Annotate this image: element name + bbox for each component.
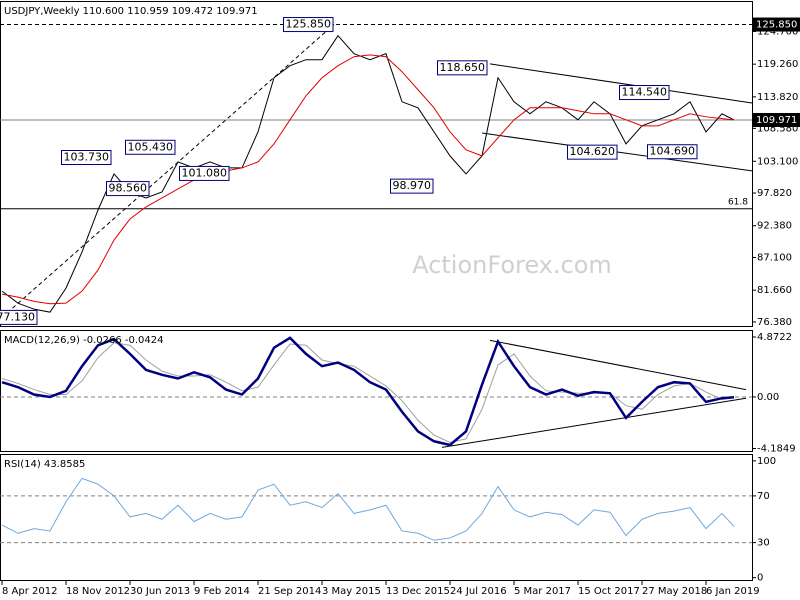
series-line (1, 336, 735, 447)
annotation-label: 114.540 (622, 86, 668, 99)
y-tick-label: 119.260 (757, 59, 798, 70)
panel-frame (0, 1, 753, 327)
y-tick-label: 70 (757, 491, 770, 502)
price-marker-label: 125.850 (756, 20, 797, 31)
panel-title: RSI(14) 43.8585 (4, 459, 85, 470)
price-marker (753, 17, 800, 32)
annotation-box (125, 139, 176, 155)
x-tick-label: 24 Jul 2016 (450, 586, 507, 597)
price-marker-label: 109.971 (756, 115, 797, 126)
trendline (489, 63, 753, 104)
annotation-label: 104.690 (650, 145, 696, 158)
y-tick-label: 124.700 (757, 26, 798, 37)
annotation-label: 105.430 (128, 140, 174, 153)
panel-frame (0, 454, 753, 581)
y-tick-label: -4.1849 (757, 443, 796, 454)
series-line (1, 342, 735, 444)
annotation-box (0, 309, 38, 325)
annotation-box (647, 144, 698, 160)
y-tick-label: 81.660 (757, 285, 792, 296)
annotation-box (437, 60, 488, 76)
level-label: 61.8 (728, 197, 748, 207)
annotation-box (567, 144, 618, 160)
annotation-label: 101.080 (182, 166, 228, 179)
trendline (489, 339, 747, 391)
panel-frame (0, 330, 753, 452)
y-tick-label: 113.820 (757, 92, 798, 103)
annotation-box (283, 17, 334, 33)
trendline (1, 24, 335, 318)
series-line (1, 477, 735, 541)
x-tick-label: 9 Feb 2014 (194, 586, 250, 597)
watermark: ActionForex.com (412, 251, 612, 279)
annotation-label: 125.850 (286, 18, 332, 31)
y-tick-label: 0.00 (757, 392, 779, 403)
y-tick-label: 87.100 (757, 252, 792, 263)
y-tick-label: 76.380 (757, 317, 792, 328)
x-tick-label: 6 Jan 2019 (706, 586, 760, 597)
y-tick-label: 108.580 (757, 123, 798, 134)
trendline (441, 397, 747, 448)
annotation-label: 98.970 (393, 179, 432, 192)
annotation-label: 98.560 (109, 182, 148, 195)
x-tick-label: 15 Oct 2017 (578, 586, 640, 597)
y-tick-label: 97.820 (757, 188, 792, 199)
x-tick-label: 5 Mar 2017 (514, 586, 571, 597)
x-tick-label: 3 May 2015 (322, 586, 381, 597)
annotation-label: 104.620 (570, 145, 616, 158)
annotation-box (106, 181, 150, 197)
x-tick-label: 18 Nov 2012 (66, 586, 130, 597)
annotation-box (619, 85, 670, 101)
y-tick-label: 100 (757, 456, 776, 467)
y-tick-label: 4.8722 (757, 332, 792, 343)
x-tick-label: 30 Jun 2013 (130, 586, 190, 597)
y-tick-label: 30 (757, 538, 770, 549)
panel-title: MACD(12,26,9) -0.0266 -0.0424 (4, 335, 164, 346)
y-tick-label: 103.100 (757, 156, 798, 167)
annotation-box (390, 178, 434, 194)
annotation-box (179, 165, 230, 181)
annotation-box (61, 150, 112, 166)
annotation-label: 77.130 (0, 310, 35, 323)
x-tick-label: 13 Dec 2015 (386, 586, 450, 597)
panel-title: USDJPY,Weekly 110.600 110.959 109.472 10… (4, 6, 258, 17)
annotation-label: 103.730 (64, 151, 110, 164)
price-marker (753, 112, 800, 127)
x-tick-label: 27 May 2018 (642, 586, 707, 597)
series-line (1, 54, 735, 305)
annotation-label: 118.650 (440, 61, 486, 74)
y-tick-label: 0 (757, 573, 763, 584)
series-line (1, 34, 735, 313)
y-tick-label: 92.380 (757, 221, 792, 232)
x-tick-label: 8 Apr 2012 (2, 586, 57, 597)
x-tick-label: 21 Sep 2014 (258, 586, 321, 597)
